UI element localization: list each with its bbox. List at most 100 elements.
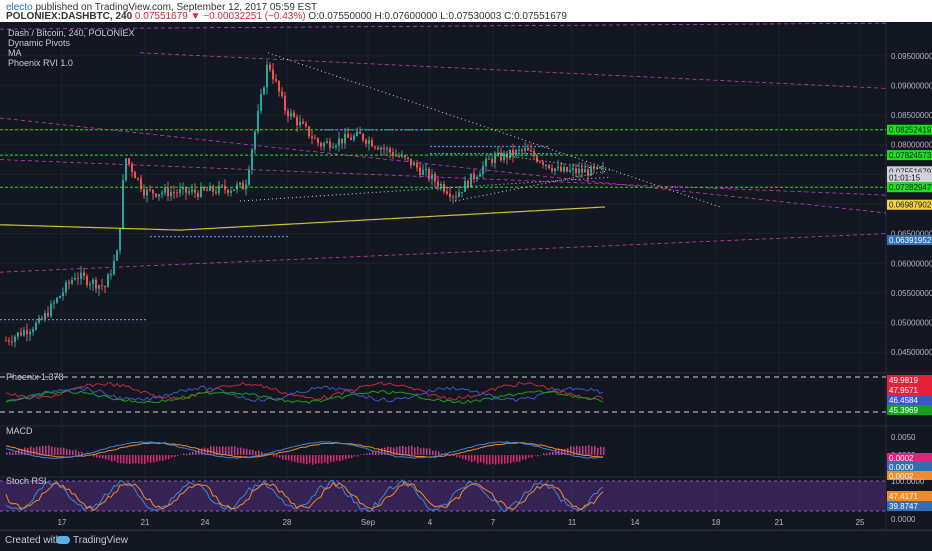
x-tick-label: 17 [58,518,67,527]
macd-histogram-bar [405,447,407,455]
candle-down [365,138,367,147]
macd-histogram-bar [294,455,296,462]
candle-down [389,147,391,158]
y-tick-label: 0.06000000 [891,259,932,268]
legend-item-dynamic-pivots[interactable]: Dynamic Pivots [8,38,135,48]
candle-body [431,174,433,179]
candle-body [380,148,382,150]
candle-body [26,330,28,334]
macd-histogram-bar [468,455,470,461]
macd-histogram-bar [285,455,287,460]
candle-body [158,194,160,196]
candle-up [29,329,31,341]
candle-up [524,142,526,156]
macd-histogram-bar [522,455,524,460]
candle-down [374,146,376,150]
candle-down [83,268,85,280]
candle-body [347,134,349,138]
candle-up [254,130,256,154]
candle-up [266,60,268,94]
price-label-text: 0.06391952 [889,236,932,245]
candle-body [35,323,37,330]
tradingview-link[interactable]: TradingView [56,535,128,546]
publication-header: electo published on TradingView.com, Sep… [0,0,932,22]
candle-up [53,300,55,309]
y-tick-label: 0.09000000 [891,81,932,90]
candle-down [167,181,169,200]
macd-histogram-bar [291,455,293,461]
candle-body [56,298,58,303]
macd-histogram-bar [9,452,11,455]
macd-histogram-bar [348,455,350,458]
macd-histogram-bar [255,451,257,455]
candle-down [329,138,331,151]
candle-down [506,151,508,165]
symbol-line: POLONIEX:DASHBTC, 240 0.07551679 ▼ −0.00… [6,11,567,22]
candle-up [233,189,235,191]
candle-body [38,318,40,323]
y-tick-label: 0.04500000 [891,348,932,357]
candle-body [275,79,277,81]
candle-down [131,162,133,178]
candle-body [419,168,421,175]
candle-body [458,192,460,197]
candle-down [341,139,343,150]
candle-up [578,162,580,178]
macd-histogram-bar [75,450,77,455]
macd-histogram-bar [258,451,260,455]
x-tick-label: 14 [631,518,640,527]
candle-down [86,274,88,288]
macd-histogram-bar [456,455,458,457]
high-value: H:0.07600000 [375,11,438,22]
macd-histogram-bar [243,448,245,455]
candle-body [86,276,88,285]
candle-down [305,121,307,128]
candle-body [566,167,568,172]
candle-body [20,332,22,335]
candle-up [59,295,61,298]
candle-body [272,70,274,80]
trendline [0,234,886,273]
candle-down [449,187,451,201]
x-tick-label: 21 [141,518,150,527]
footer: Created with TradingView [0,530,932,551]
macd-y-tick: 0.0050 [891,433,916,442]
candle-body [500,153,502,161]
candle-down [173,185,175,199]
candle-body [425,169,427,170]
macd-histogram-bar [231,446,233,455]
candle-body [407,157,409,158]
candle-down [11,335,13,346]
candle-up [218,181,220,196]
candle-down [407,157,409,162]
macd-histogram-bar [369,453,371,455]
macd-histogram-bar [162,455,164,461]
candle-body [290,113,292,117]
candle-body [599,167,601,168]
x-tick-label: 21 [775,518,784,527]
candle-down [185,186,187,199]
candle-down [206,187,208,191]
macd-histogram-bar [510,455,512,463]
candle-up [353,133,355,142]
candle-body [560,167,562,172]
macd-histogram-bar [486,455,488,464]
candle-body [209,186,211,191]
candle-body [248,169,250,184]
candle-body [83,273,85,277]
macd-histogram-bar [117,455,119,463]
candle-down [320,141,322,150]
candle-up [230,188,232,197]
macd-histogram-bar [438,451,440,455]
macd-histogram-bar [42,446,44,455]
legend-item-ma[interactable]: MA [8,48,135,58]
macd-histogram-bar [546,453,548,455]
candle-up [344,128,346,149]
candle-body [224,186,226,190]
candle-up [452,195,454,204]
chart-canvas[interactable]: 0.095000000.090000000.085000000.08000000… [0,22,932,530]
candle-body [329,141,331,147]
macd-histogram-bar [273,455,275,457]
triangle-line [240,177,610,201]
legend-item-phoenix-rvi[interactable]: Phoenix RVI 1.0 [8,58,135,68]
